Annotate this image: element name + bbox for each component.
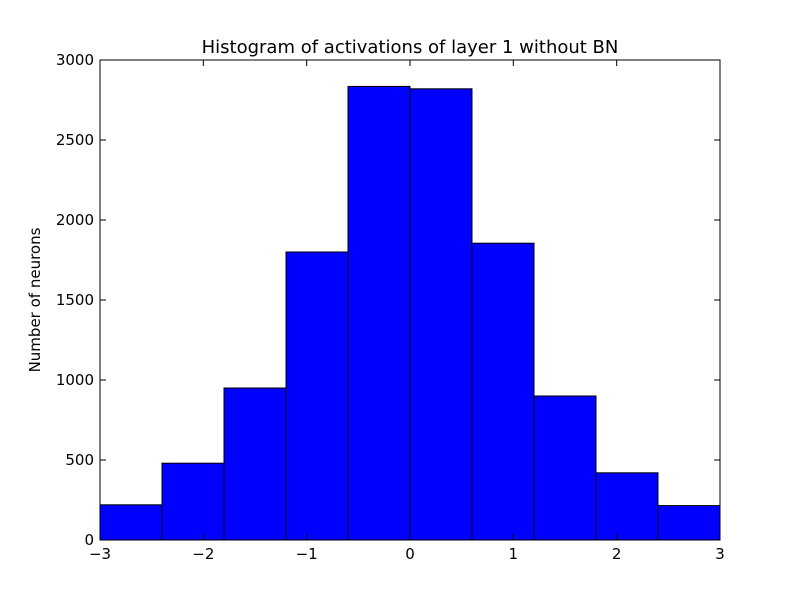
histogram-bar-5	[409, 88, 473, 541]
histogram-bar-9	[657, 505, 721, 541]
y-tick-label-6: 3000	[56, 51, 94, 69]
ticks-layer: −3 −2 −1 0 1 2 3 0 500 1000 1500 2000 2500 3000	[56, 51, 725, 563]
x-tick-label-5: 2	[612, 545, 622, 563]
y-tick-label-5: 2500	[56, 131, 94, 149]
y-tick-label-0: 0	[84, 531, 94, 549]
histogram-bar-3	[285, 251, 349, 541]
chart-title: Histogram of activations of layer 1 with…	[202, 37, 619, 58]
histogram-bar-1	[161, 462, 225, 541]
y-tick-label-3: 1500	[56, 291, 94, 309]
x-tick-label-2: −1	[296, 545, 318, 563]
histogram-bar-4	[347, 85, 411, 541]
histogram-bar-6	[471, 242, 535, 541]
y-tick-label-4: 2000	[56, 211, 94, 229]
y-tick-label-1: 500	[65, 451, 94, 469]
x-tick-label-0: −3	[89, 545, 111, 563]
histogram-bar-8	[595, 472, 659, 541]
plot-frame	[99, 59, 721, 541]
x-tick-label-1: −2	[192, 545, 214, 563]
y-axis-label: Number of neurons	[26, 227, 44, 372]
y-tick-label-2: 1000	[56, 371, 94, 389]
histogram-bar-0	[99, 504, 163, 541]
histogram-bar-7	[533, 395, 597, 541]
x-tick-label-3: 0	[405, 545, 415, 563]
x-tick-label-6: 3	[715, 545, 725, 563]
histogram-bar-2	[223, 387, 287, 541]
bars-layer	[99, 85, 721, 541]
x-tick-label-4: 1	[509, 545, 519, 563]
